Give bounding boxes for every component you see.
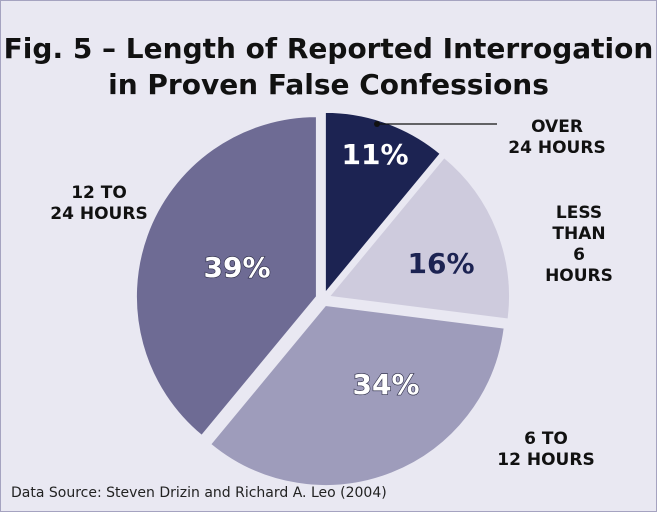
value-label: 34% xyxy=(352,368,419,401)
value-label: 39% xyxy=(203,251,270,284)
chart-title: Fig. 5 – Length of Reported Interrogatio… xyxy=(3,32,654,101)
leader-dot xyxy=(374,121,380,127)
pie-slice xyxy=(135,116,317,437)
value-label: 16% xyxy=(407,247,474,280)
source-note: Data Source: Steven Drizin and Richard A… xyxy=(11,485,387,501)
category-label: OVER 24 HOURS xyxy=(508,117,606,158)
category-label: 12 TO 24 HOURS xyxy=(50,183,148,224)
pie-slice xyxy=(328,157,511,320)
pie-slice xyxy=(324,111,441,294)
pie-slice xyxy=(210,304,505,486)
category-label: LESS THAN 6 HOURS xyxy=(545,203,613,286)
category-label: 6 TO 12 HOURS xyxy=(497,429,595,470)
value-label: 11% xyxy=(341,138,408,171)
